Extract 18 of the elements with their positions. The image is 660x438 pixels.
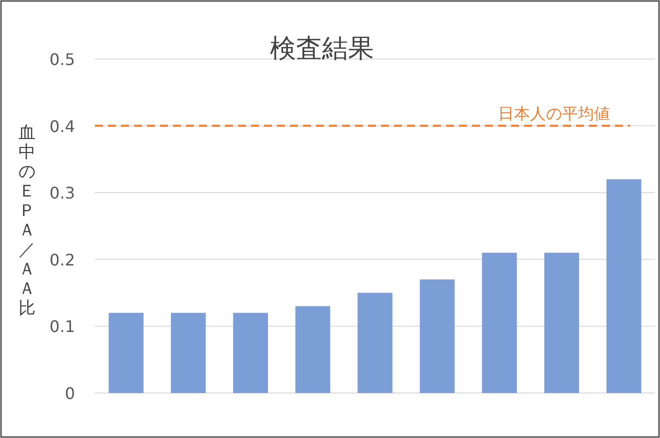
bar <box>606 179 642 393</box>
y-tick-label: 0 <box>64 384 75 403</box>
y-tick-label: 0.3 <box>50 184 75 203</box>
bar <box>482 252 517 393</box>
y-tick-label: 0.5 <box>50 50 75 69</box>
bar <box>544 252 580 393</box>
bar <box>420 279 455 393</box>
text: 血中のＥＰＡ／ＡＡ比 <box>18 123 36 318</box>
ref-line-label: 日本人の平均値 <box>498 104 610 123</box>
bar <box>108 312 144 393</box>
bar <box>358 292 392 393</box>
y-tick-label: 0.4 <box>50 116 75 136</box>
y-tick-label: 0.2 <box>50 250 75 270</box>
bar <box>295 306 330 393</box>
bar <box>170 312 206 393</box>
y-tick-label: 0.1 <box>50 317 75 336</box>
chart-title: 検査結果 <box>270 34 374 64</box>
bar <box>233 312 268 393</box>
